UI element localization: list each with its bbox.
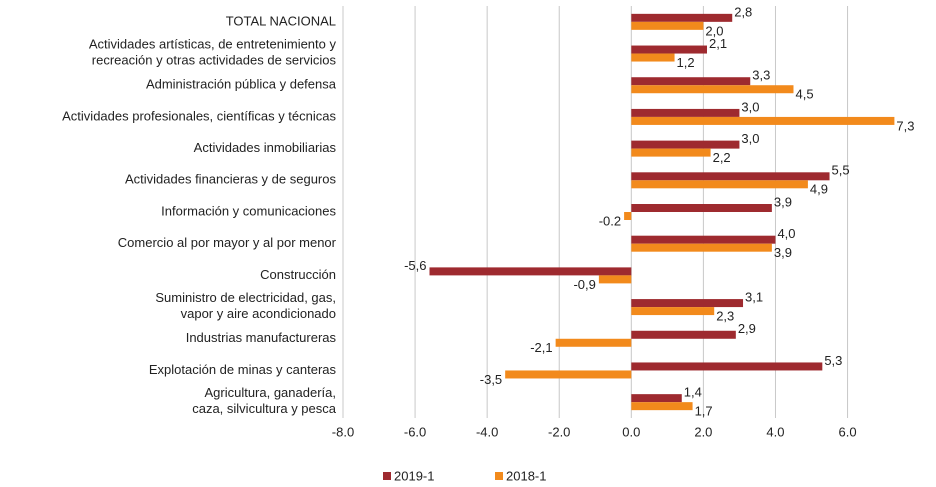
category-label: Construcción xyxy=(260,267,336,282)
bar xyxy=(631,235,776,244)
category-label: Suministro de electricidad, gas, vapor y … xyxy=(155,291,336,322)
bar xyxy=(631,180,808,189)
bar xyxy=(631,307,715,316)
bar xyxy=(631,330,736,339)
x-tick-label: 2.0 xyxy=(694,424,712,439)
bar xyxy=(631,140,740,149)
bar xyxy=(555,338,632,347)
value-label: 4,5 xyxy=(795,87,813,102)
bar xyxy=(631,21,704,30)
value-label: 4,9 xyxy=(810,182,828,197)
bar xyxy=(631,116,895,125)
bar xyxy=(631,243,772,252)
bar xyxy=(631,148,711,157)
value-label: 2,3 xyxy=(716,309,734,324)
bar xyxy=(631,77,751,86)
bar xyxy=(624,212,632,220)
bar xyxy=(598,275,632,284)
bar xyxy=(631,402,693,411)
bar xyxy=(429,267,632,276)
x-tick-label: 4.0 xyxy=(766,424,784,439)
value-label: 1,4 xyxy=(684,385,702,400)
value-label: 3,3 xyxy=(752,68,770,83)
bar xyxy=(631,204,772,212)
category-label: Actividades artísticas, de entretenimien… xyxy=(89,37,337,68)
value-label: 2,9 xyxy=(738,321,756,336)
value-label: 3,1 xyxy=(745,290,763,305)
value-label: 2,1 xyxy=(709,36,727,51)
category-label: TOTAL NACIONAL xyxy=(226,13,336,28)
value-label: 2,2 xyxy=(713,150,731,165)
x-tick-label: 0.0 xyxy=(622,424,640,439)
category-label: Actividades inmobiliarias xyxy=(194,140,337,155)
x-tick-label: -2.0 xyxy=(548,424,570,439)
bar xyxy=(631,85,794,94)
category-label: Información y comunicaciones xyxy=(161,203,336,218)
bar xyxy=(631,53,675,62)
category-label: Actividades financieras y de seguros xyxy=(125,172,337,187)
legend-label: 2019-1 xyxy=(394,468,434,483)
category-label: Industrias manufactureras xyxy=(186,330,337,345)
legend-swatch xyxy=(383,472,391,480)
value-label: 2,8 xyxy=(734,4,752,19)
category-label: Agricultura, ganadería, caza, silvicultur… xyxy=(192,386,337,417)
category-label: Comercio al por mayor y al por menor xyxy=(118,235,337,250)
x-tick-label: -4.0 xyxy=(476,424,498,439)
category-label: Actividades profesionales, científicas y… xyxy=(62,108,336,123)
bar xyxy=(631,394,682,403)
value-label: 5,3 xyxy=(824,353,842,368)
bar xyxy=(631,45,707,54)
value-label: 3,9 xyxy=(774,194,792,209)
bar xyxy=(505,370,632,379)
value-label: 3,0 xyxy=(741,99,759,114)
legend-label: 2018-1 xyxy=(506,468,546,483)
value-label: 3,9 xyxy=(774,245,792,260)
x-tick-label: -6.0 xyxy=(404,424,426,439)
bar xyxy=(631,362,823,371)
value-label: 1,7 xyxy=(695,404,713,419)
value-label: 3,0 xyxy=(741,131,759,146)
value-label: 2,0 xyxy=(705,23,723,38)
bar xyxy=(631,172,830,181)
value-label: -0.2 xyxy=(599,213,621,228)
category-label: Explotación de minas y canteras xyxy=(149,362,337,377)
value-label: 1,2 xyxy=(677,55,695,70)
value-label: -3,5 xyxy=(480,372,502,387)
x-tick-label: 6.0 xyxy=(839,424,857,439)
bar xyxy=(631,13,733,22)
x-tick-label: -8.0 xyxy=(332,424,354,439)
bar xyxy=(631,299,744,308)
legend-swatch xyxy=(495,472,503,480)
value-label: 4,0 xyxy=(777,226,795,241)
bar xyxy=(631,108,740,117)
value-label: -0,9 xyxy=(573,277,595,292)
value-label: 5,5 xyxy=(832,163,850,178)
value-label: -2,1 xyxy=(530,340,552,355)
value-label: -5,6 xyxy=(404,258,426,273)
value-label: 7,3 xyxy=(896,118,914,133)
category-label: Administración pública y defensa xyxy=(146,77,337,92)
